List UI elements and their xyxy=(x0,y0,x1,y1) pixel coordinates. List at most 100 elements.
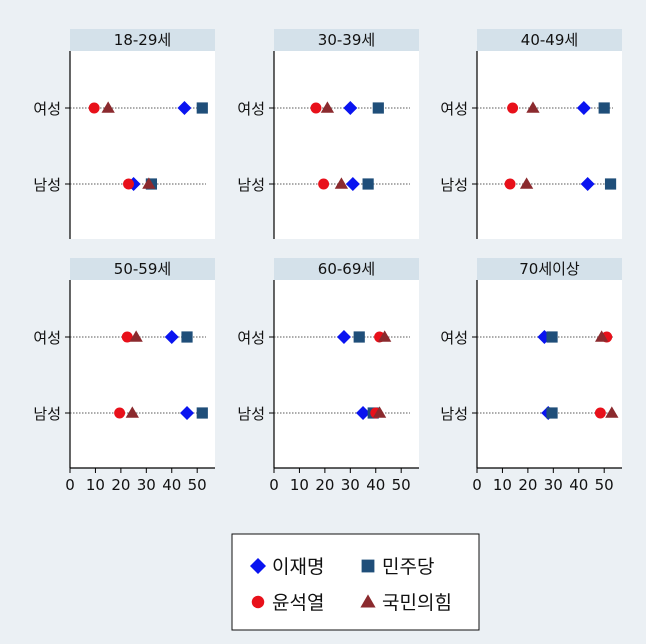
legend-marker-triangle xyxy=(360,594,376,608)
legend-marker-circle xyxy=(251,595,265,609)
point-square xyxy=(196,407,208,419)
point-diamond xyxy=(164,330,179,344)
point-circle xyxy=(123,178,134,190)
y-tick-label: 여성 xyxy=(237,329,265,347)
x-tick-label: 0 xyxy=(65,476,75,494)
point-circle xyxy=(121,331,133,343)
point-diamond xyxy=(345,177,360,191)
point-circle xyxy=(310,102,322,114)
y-tick-label: 여성 xyxy=(33,329,61,347)
panel-title: 50-59세 xyxy=(114,260,171,278)
x-tick-label: 50 xyxy=(392,476,411,494)
point-square xyxy=(181,331,193,343)
panel-header xyxy=(274,29,419,51)
point-circle xyxy=(318,178,330,190)
x-tick-label: 0 xyxy=(269,476,279,494)
panel-title: 60-69세 xyxy=(318,260,375,278)
y-tick-label: 남성 xyxy=(33,176,61,194)
x-tick-label: 40 xyxy=(569,476,588,494)
point-circle xyxy=(88,102,100,114)
x-tick-label: 20 xyxy=(518,476,537,494)
x-tick-label: 30 xyxy=(341,476,360,494)
plot-area xyxy=(274,280,419,468)
point-square xyxy=(546,331,558,343)
panel-header xyxy=(477,258,622,280)
point-square xyxy=(353,331,365,343)
x-tick-label: 50 xyxy=(595,476,614,494)
panel-header xyxy=(274,258,419,280)
x-tick-label: 10 xyxy=(493,476,512,494)
legend-label: 민주당 xyxy=(382,556,434,578)
x-tick-label: 40 xyxy=(162,476,181,494)
panel-title: 30-39세 xyxy=(318,31,375,49)
point-triangle xyxy=(125,406,139,418)
plot-area xyxy=(274,51,419,239)
point-triangle xyxy=(320,101,335,113)
point-triangle xyxy=(378,330,392,342)
point-circle xyxy=(594,407,606,419)
point-triangle xyxy=(142,177,156,189)
y-tick-label: 여성 xyxy=(440,329,468,347)
x-tick-label: 30 xyxy=(137,476,156,494)
point-diamond xyxy=(177,101,192,115)
legend-marker-square xyxy=(361,559,375,573)
point-triangle xyxy=(526,101,540,113)
x-tick-label: 20 xyxy=(315,476,334,494)
plot-area xyxy=(70,51,215,239)
point-diamond xyxy=(576,101,591,115)
point-square xyxy=(604,178,617,190)
plot-area xyxy=(477,280,622,468)
y-tick-label: 여성 xyxy=(440,100,468,118)
point-square xyxy=(362,178,374,190)
x-tick-label: 10 xyxy=(86,476,105,494)
x-tick-label: 0 xyxy=(472,476,482,494)
point-triangle xyxy=(334,177,349,189)
legend-label: 국민의힘 xyxy=(382,592,452,614)
y-tick-label: 남성 xyxy=(237,405,265,423)
point-diamond xyxy=(356,406,371,420)
point-square xyxy=(372,102,384,114)
panel-header xyxy=(70,29,215,51)
x-tick-label: 10 xyxy=(290,476,309,494)
point-triangle xyxy=(129,330,143,342)
x-tick-label: 40 xyxy=(366,476,385,494)
x-tick-label: 30 xyxy=(544,476,563,494)
legend-label: 이재명 xyxy=(272,556,324,578)
point-circle xyxy=(504,178,516,190)
point-triangle xyxy=(372,406,387,418)
point-circle xyxy=(114,407,126,419)
point-square xyxy=(196,102,208,114)
y-tick-label: 남성 xyxy=(440,176,468,194)
panel-title: 18-29세 xyxy=(114,31,171,49)
legend-marker-diamond xyxy=(250,558,266,574)
panels: 18-29세여성남성30-39세여성남성40-49세여성남성50-59세여성남성… xyxy=(33,29,622,494)
point-triangle xyxy=(101,101,115,113)
point-diamond xyxy=(343,101,358,115)
y-tick-label: 남성 xyxy=(440,405,468,423)
x-tick-label: 20 xyxy=(111,476,130,494)
x-tick-label: 50 xyxy=(188,476,207,494)
point-diamond xyxy=(580,177,595,191)
point-diamond xyxy=(336,330,351,344)
legend-label: 윤석열 xyxy=(272,592,324,614)
y-tick-label: 남성 xyxy=(33,405,61,423)
point-triangle xyxy=(519,177,534,189)
panel-title: 40-49세 xyxy=(521,31,578,49)
panel-header xyxy=(70,258,215,280)
point-square xyxy=(598,102,610,114)
y-tick-label: 여성 xyxy=(237,100,265,118)
point-triangle xyxy=(594,330,609,342)
plot-area xyxy=(70,280,215,468)
y-tick-label: 여성 xyxy=(33,100,61,118)
point-triangle xyxy=(605,406,619,418)
panel-header xyxy=(477,29,622,51)
point-circle xyxy=(507,102,519,114)
point-diamond xyxy=(180,406,195,420)
